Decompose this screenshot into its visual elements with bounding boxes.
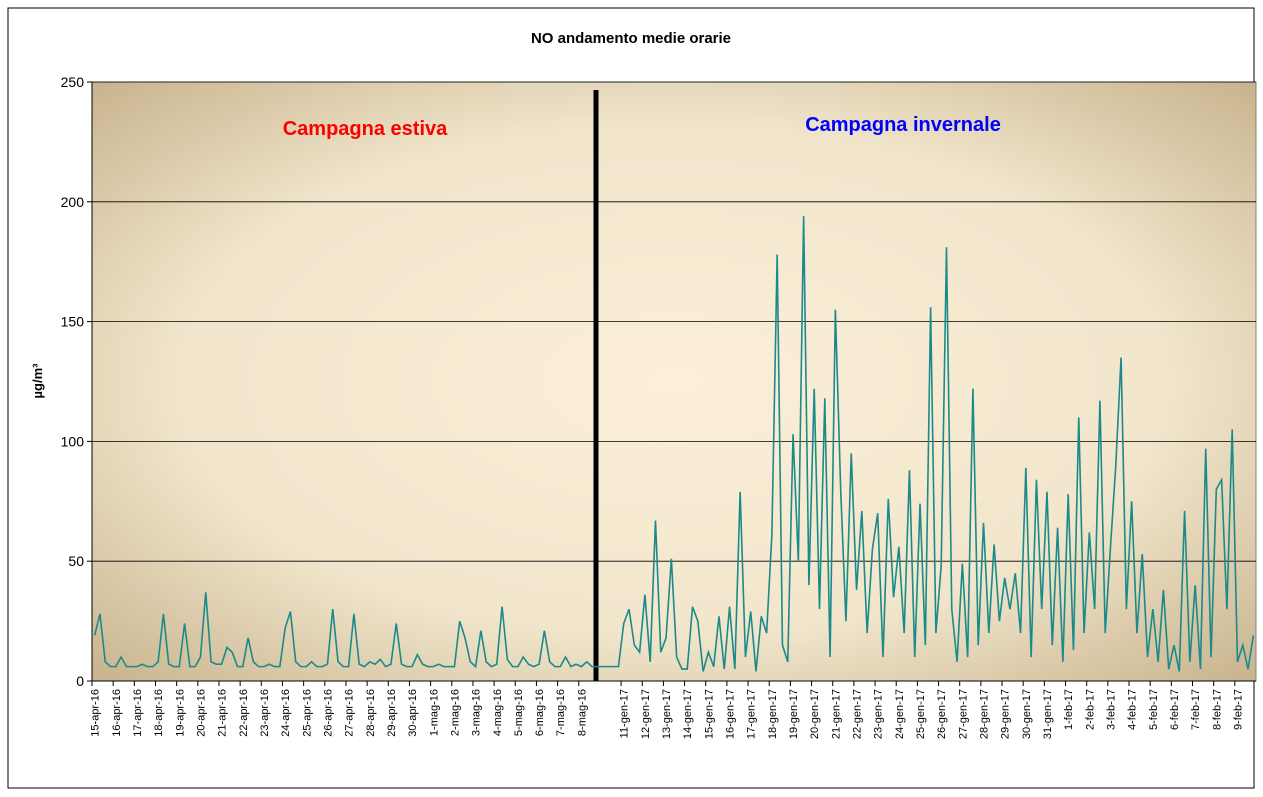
x-tick-label: 21-gen-17 xyxy=(830,689,842,739)
x-tick-label: 4-feb-17 xyxy=(1127,689,1139,730)
x-tick-label: 20-gen-17 xyxy=(809,689,821,739)
x-tick-label: 22-apr-16 xyxy=(238,689,250,737)
x-tick-label: 5-mag-16 xyxy=(513,689,525,736)
x-tick-label: 17-apr-16 xyxy=(132,689,144,737)
x-tick-label: 15-apr-16 xyxy=(90,689,102,737)
x-tick-label: 28-gen-17 xyxy=(979,689,991,739)
x-tick-label: 11-gen-17 xyxy=(619,689,631,738)
x-tick-label: 6-mag-16 xyxy=(534,689,546,736)
x-tick-label: 16-gen-17 xyxy=(725,689,737,739)
x-tick-label: 3-feb-17 xyxy=(1106,689,1118,730)
x-tick-label: 7-mag-16 xyxy=(555,689,567,736)
x-tick-label: 23-apr-16 xyxy=(259,689,271,737)
x-tick-label: 2-mag-16 xyxy=(449,689,461,736)
x-tick-label: 15-gen-17 xyxy=(703,689,715,739)
y-tick-label: 200 xyxy=(61,194,85,210)
y-tick-label: 0 xyxy=(76,673,84,689)
x-tick-label: 9-feb-17 xyxy=(1232,689,1244,730)
x-tick-label: 20-apr-16 xyxy=(195,689,207,737)
x-tick-label: 26-gen-17 xyxy=(936,689,948,739)
data-line xyxy=(93,216,1255,672)
plot-area xyxy=(91,81,1257,682)
x-tick-label: 31-gen-17 xyxy=(1042,689,1054,739)
x-tick-label: 27-gen-17 xyxy=(957,689,969,739)
x-tick-label: 1-feb-17 xyxy=(1063,689,1075,730)
x-tick-label: 14-gen-17 xyxy=(682,689,694,739)
x-tick-label: 22-gen-17 xyxy=(852,689,864,739)
x-tick-label: 27-apr-16 xyxy=(344,689,356,737)
x-tick-label: 21-apr-16 xyxy=(217,689,229,737)
x-tick-label: 7-feb-17 xyxy=(1190,689,1202,730)
y-axis-label: µg/m³ xyxy=(30,363,45,399)
x-tick-label: 17-gen-17 xyxy=(746,689,758,739)
annotation: Campagna estiva xyxy=(283,118,448,140)
x-tick-label: 25-apr-16 xyxy=(301,689,313,737)
x-tick-label: 30-apr-16 xyxy=(407,689,419,737)
x-tick-label: 19-gen-17 xyxy=(788,689,800,739)
y-tick-label: 150 xyxy=(61,314,85,330)
x-tick-label: 8-mag-16 xyxy=(576,689,588,736)
x-tick-label: 28-apr-16 xyxy=(365,689,377,737)
x-tick-label: 8-feb-17 xyxy=(1211,689,1223,730)
x-tick-label: 23-gen-17 xyxy=(873,689,885,739)
x-tick-label: 19-apr-16 xyxy=(174,689,186,737)
x-tick-label: 16-apr-16 xyxy=(111,689,123,737)
y-tick-label: 100 xyxy=(61,433,85,449)
x-tick-label: 6-feb-17 xyxy=(1169,689,1181,730)
x-tick-label: 1-mag-16 xyxy=(428,689,440,736)
x-tick-label: 18-gen-17 xyxy=(767,689,779,739)
x-tick-label: 18-apr-16 xyxy=(153,689,165,737)
x-tick-label: 12-gen-17 xyxy=(640,689,652,739)
x-tick-label: 24-gen-17 xyxy=(894,689,906,739)
x-tick-label: 30-gen-17 xyxy=(1021,689,1033,739)
x-tick-label: 29-apr-16 xyxy=(386,689,398,737)
x-tick-label: 5-feb-17 xyxy=(1148,689,1160,730)
x-tick-label: 13-gen-17 xyxy=(661,689,673,739)
x-tick-label: 4-mag-16 xyxy=(492,689,504,736)
y-tick-label: 50 xyxy=(68,553,84,569)
annotation: Campagna invernale xyxy=(805,114,1001,136)
x-tick-label: 2-feb-17 xyxy=(1084,689,1096,730)
x-tick-label: 29-gen-17 xyxy=(1000,689,1012,739)
chart-title: NO andamento medie orarie xyxy=(531,30,731,47)
x-tick-label: 24-apr-16 xyxy=(280,689,292,737)
x-tick-label: 3-mag-16 xyxy=(471,689,483,736)
y-tick-label: 250 xyxy=(61,74,85,90)
x-tick-label: 26-apr-16 xyxy=(322,689,334,737)
x-tick-label: 25-gen-17 xyxy=(915,689,927,739)
